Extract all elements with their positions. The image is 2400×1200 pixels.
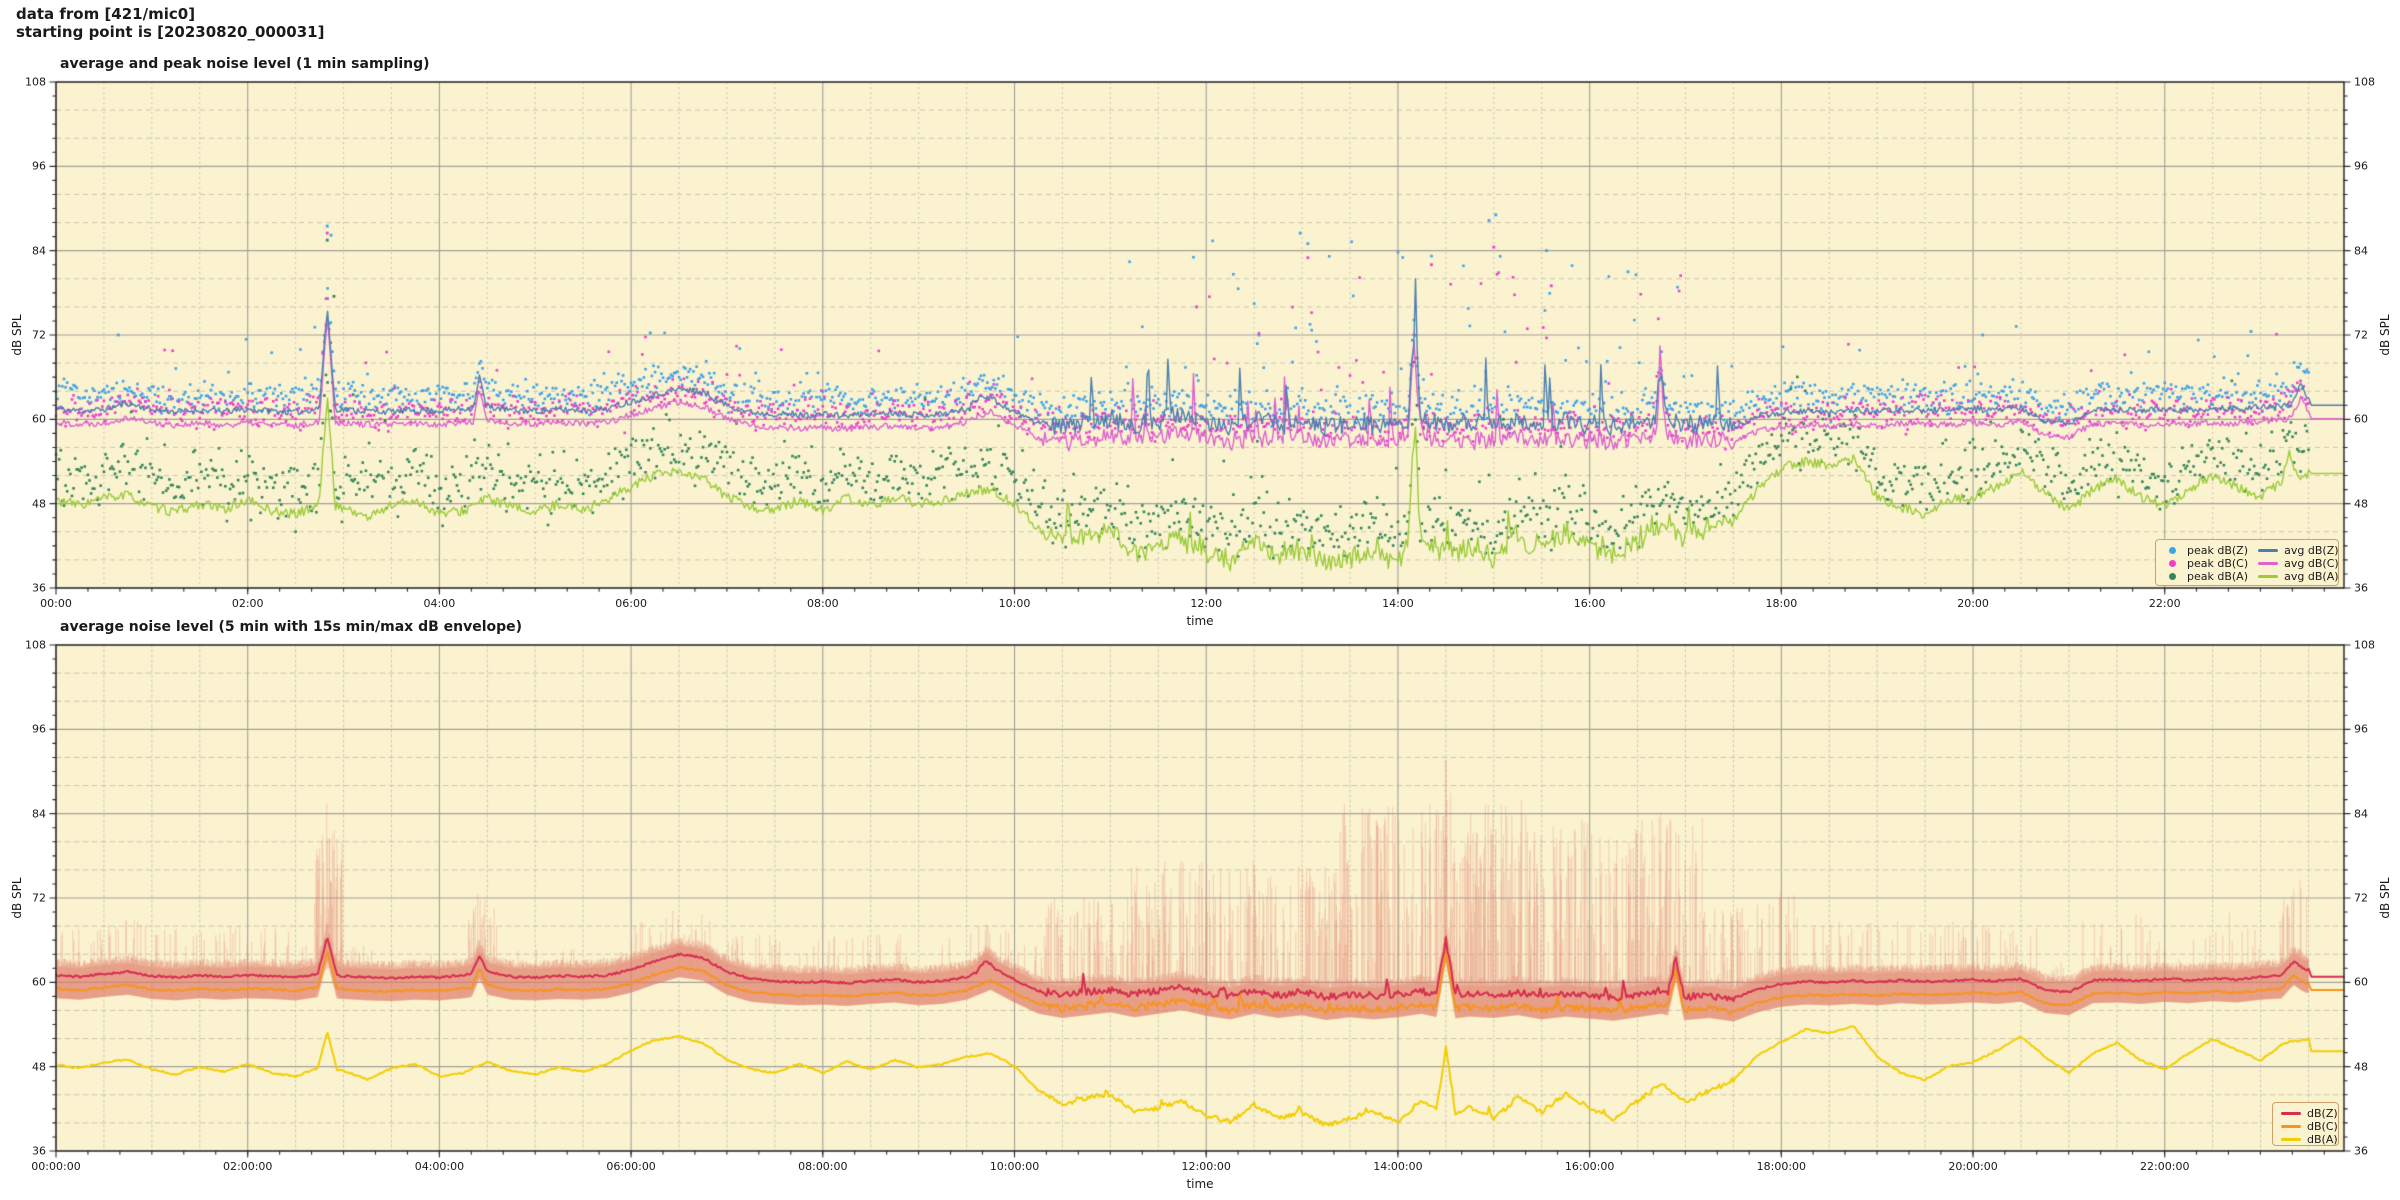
x-axis-label: time [1186,1177,1214,1191]
x-tick-label: 14:00:00 [1373,1160,1423,1173]
legend-item: peak dB(A) [2164,570,2248,583]
y-tick-label-left: 72 [32,328,46,342]
legend-column: dB(Z) dB(C) dB(A) [2281,1107,2338,1146]
y-axis-label-left: dB SPL [10,877,24,919]
x-tick-label: 02:00 [231,597,264,610]
x-tick-label: 20:00 [1957,597,1989,610]
legend-column: avg dB(Z) avg dB(C) avg dB(A) [2258,544,2339,583]
y-tick-label-left: 60 [32,975,46,989]
chart-title-bottom: average noise level (5 min with 15s min/… [60,619,523,635]
legend-label: dB(C) [2307,1120,2338,1133]
y-tick-label-left: 72 [32,891,46,905]
y-tick-label-right: 72 [2354,891,2368,905]
x-tick-label: 22:00 [2148,597,2181,610]
x-tick-label: 04:00:00 [414,1160,465,1173]
y-tick-label-left: 36 [32,1144,46,1158]
y-tick-label-left: 108 [25,638,46,652]
x-tick-label: 16:00 [1573,597,1606,610]
x-tick-label: 18:00:00 [1756,1160,1807,1173]
legend-label: dB(Z) [2307,1107,2338,1120]
x-tick-label: 12:00 [1190,597,1223,610]
chart-title-top: average and peak noise level (1 min samp… [60,56,430,72]
y-tick-label-left: 84 [32,807,46,821]
y-tick-label-left: 48 [32,1060,46,1074]
x-tick-label: 00:00:00 [31,1160,81,1173]
legend-line-swatch [2258,548,2279,553]
x-tick-label: 08:00:00 [798,1160,848,1173]
y-tick-label-left: 60 [32,412,46,426]
legend-label: avg dB(Z) [2284,544,2339,557]
legend-line-swatch [2281,1111,2301,1116]
legend-dot-swatch [2169,560,2176,567]
x-tick-label: 02:00:00 [223,1160,273,1173]
y-axis-label-right: dB SPL [2378,877,2392,919]
x-tick-label: 18:00 [1765,597,1798,610]
legend-line-swatch [2258,574,2279,579]
legend-top-chart: peak dB(Z) peak dB(C) peak dB(A) avg dB(Z) a… [2155,539,2339,586]
x-tick-label: 10:00 [998,597,1031,610]
x-tick-label: 14:00 [1382,597,1414,610]
y-tick-label-right: 60 [2354,975,2368,989]
header-line-2: starting point is [20230820_000031] [16,23,325,41]
legend-label: avg dB(A) [2284,570,2339,583]
y-tick-label-right: 84 [2354,807,2368,821]
x-tick-label: 00:00 [40,597,72,610]
y-tick-label-right: 108 [2354,75,2375,89]
x-tick-label: 08:00 [806,597,839,610]
header-line-1: data from [421/mic0] [16,5,196,23]
y-axis-label-left: dB SPL [10,314,24,356]
x-tick-label: 20:00:00 [1948,1160,1998,1173]
y-tick-label-right: 96 [2354,722,2368,736]
y-tick-label-left: 96 [32,159,46,173]
legend-label: peak dB(C) [2187,557,2249,570]
legend-item: peak dB(Z) [2164,544,2248,557]
legend-label: peak dB(A) [2187,570,2248,583]
legend-item: avg dB(A) [2258,570,2339,583]
legend-line-swatch [2281,1124,2301,1129]
legend-item: avg dB(Z) [2258,544,2339,557]
x-tick-label: 04:00 [423,597,456,610]
x-tick-label: 16:00:00 [1564,1160,1615,1173]
legend-label: avg dB(C) [2284,557,2339,570]
y-tick-label-right: 36 [2354,581,2368,595]
y-axis-label-right: dB SPL [2378,314,2392,356]
legend-item: dB(C) [2281,1120,2338,1133]
y-tick-label-left: 84 [32,244,46,258]
legend-item: peak dB(C) [2164,557,2248,570]
x-tick-label: 06:00:00 [606,1160,656,1173]
x-tick-label: 12:00:00 [1181,1160,1231,1173]
legend-bottom-chart: dB(Z) dB(C) dB(A) [2272,1102,2339,1146]
y-tick-label-right: 48 [2354,1060,2368,1074]
legend-item: dB(A) [2281,1133,2338,1146]
x-tick-label: 06:00 [615,597,647,610]
y-tick-label-left: 96 [32,722,46,736]
y-tick-label-left: 108 [25,75,46,89]
legend-label: dB(A) [2307,1133,2338,1146]
legend-line-swatch [2258,561,2279,566]
y-tick-label-left: 48 [32,497,46,511]
y-tick-label-right: 60 [2354,412,2368,426]
x-tick-label: 22:00:00 [2140,1160,2190,1173]
x-tick-label: 10:00:00 [989,1160,1040,1173]
x-axis-label: time [1186,614,1214,628]
y-tick-label-right: 72 [2354,328,2368,342]
y-tick-label-right: 36 [2354,1144,2368,1158]
y-tick-label-right: 96 [2354,159,2368,173]
y-tick-label-right: 108 [2354,638,2375,652]
legend-column: peak dB(Z) peak dB(C) peak dB(A) [2164,544,2248,583]
legend-line-swatch [2281,1137,2301,1142]
legend-dot-swatch [2169,547,2176,554]
y-tick-label-left: 36 [32,581,46,595]
legend-label: peak dB(Z) [2187,544,2249,557]
legend-item: avg dB(C) [2258,557,2339,570]
y-tick-label-right: 48 [2354,497,2368,511]
legend-dot-swatch [2169,573,2176,580]
y-tick-label-right: 84 [2354,244,2368,258]
legend-item: dB(Z) [2281,1107,2338,1120]
